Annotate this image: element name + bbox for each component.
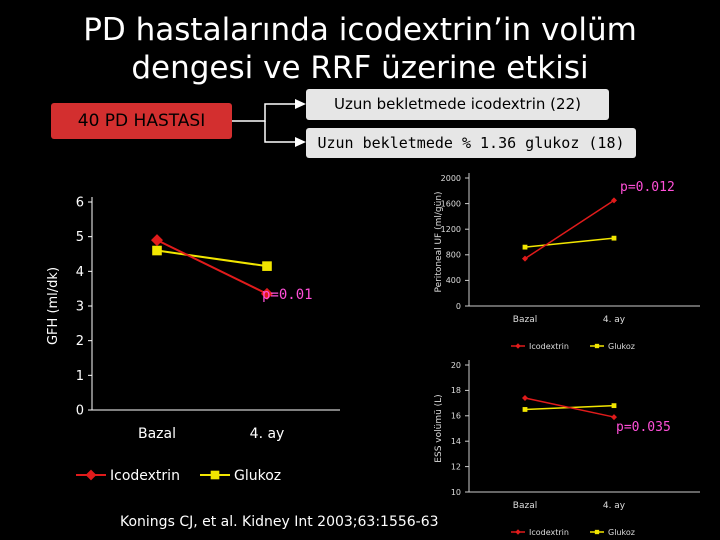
y-axis-label: Peritoneal UF (ml/gün) [434, 191, 444, 292]
y-tick-label: 4 [76, 265, 84, 280]
legend-marker-icodextrin [85, 469, 97, 481]
data-point-glukoz [262, 261, 272, 271]
legend-marker-icodextrin [515, 529, 521, 535]
y-tick-label: 800 [446, 251, 461, 260]
y-tick-label: 6 [76, 196, 84, 211]
series-line-icodextrin [524, 397, 615, 418]
glucose-arm-box: Uzun bekletmede % 1.36 glukoz (18) [306, 128, 636, 158]
legend-marker-icodextrin [515, 343, 521, 349]
gfr-chart: 0 1 2 3 4 5 6 Bazal 4. ay GFH (ml/dk) Icodextrin Gl… [46, 196, 340, 484]
y-tick-label: 12 [451, 462, 461, 471]
peritoneal-uf-chart: 0 400 800 1200 1600 2000 Bazal 4. ay Peritoneal … [434, 173, 700, 351]
ecw-volume-chart: 10 12 14 16 18 20 Bazal 4. ay ESS volümü (L) Icod… [434, 360, 700, 537]
y-axis-label: GFH (ml/dk) [46, 267, 61, 345]
y-tick-label: 1600 [441, 199, 461, 208]
series-line-icodextrin [156, 239, 268, 295]
y-tick-label: 2 [76, 334, 84, 349]
data-point-glukoz [611, 235, 617, 241]
y-tick-label: 1200 [441, 225, 461, 234]
y-tick-label: 400 [446, 276, 461, 285]
x-category-label: Bazal [513, 315, 537, 325]
data-point-icodextrin [611, 414, 617, 421]
data-point-icodextrin [522, 255, 528, 262]
y-tick-label: 14 [451, 437, 461, 446]
y-tick-label: 0 [456, 302, 461, 311]
slide-title-line-1: PD hastalarında icodextrin’in volüm [83, 12, 637, 48]
y-tick-label: 18 [451, 386, 461, 395]
y-tick-label: 20 [451, 361, 461, 370]
y-tick-label: 16 [451, 412, 461, 421]
y-tick-label: 1 [76, 369, 84, 384]
data-point-icodextrin [261, 287, 273, 300]
data-point-glukoz [522, 407, 528, 412]
y-tick-label: 2000 [441, 174, 461, 183]
data-point-icodextrin [522, 395, 528, 402]
x-category-label: 4. ay [603, 501, 626, 511]
y-tick-label: 0 [76, 404, 84, 419]
series-line-glukoz [156, 249, 268, 268]
series-line-glukoz [524, 237, 615, 248]
legend-label-icodextrin: Icodextrin [529, 528, 569, 537]
y-tick-label: 10 [451, 488, 461, 497]
x-category-label: 4. ay [603, 315, 626, 325]
data-point-glukoz [522, 244, 528, 250]
y-tick-label: 3 [76, 300, 84, 315]
x-category-label: Bazal [138, 426, 176, 442]
icodextrin-arm-box: Uzun bekletmede icodextrin (22) [306, 89, 609, 120]
y-tick-label: 5 [76, 230, 84, 245]
legend-label-icodextrin: Icodextrin [529, 342, 569, 351]
p-value-annotation: p=0.01 [262, 287, 313, 303]
series-line-icodextrin [524, 199, 615, 260]
p-value-annotation: p=0.012 [620, 180, 675, 195]
data-point-glukoz [152, 245, 162, 256]
legend-label-glukoz: Glukoz [234, 468, 281, 484]
y-axis-label: ESS volümü (L) [434, 394, 444, 462]
data-point-glukoz [611, 403, 617, 409]
patient-group-box: 40 PD HASTASI [51, 103, 232, 139]
reference-citation: Konings CJ, et al. Kidney Int 2003;63:15… [120, 514, 439, 530]
slide-title-line-2: dengesi ve RRF üzerine etkisi [131, 50, 589, 86]
x-category-label: Bazal [513, 501, 537, 511]
legend-marker-glukoz [594, 343, 600, 349]
data-point-icodextrin [611, 197, 617, 204]
legend-label-glukoz: Glukoz [608, 528, 635, 537]
legend-marker-glukoz [210, 470, 220, 480]
p-value-annotation: p=0.035 [616, 420, 671, 435]
legend-label-glukoz: Glukoz [608, 342, 635, 351]
legend-label-icodextrin: Icodextrin [110, 468, 180, 484]
data-point-icodextrin [151, 234, 163, 247]
x-category-label: 4. ay [250, 426, 285, 442]
legend-marker-glukoz [594, 529, 600, 535]
